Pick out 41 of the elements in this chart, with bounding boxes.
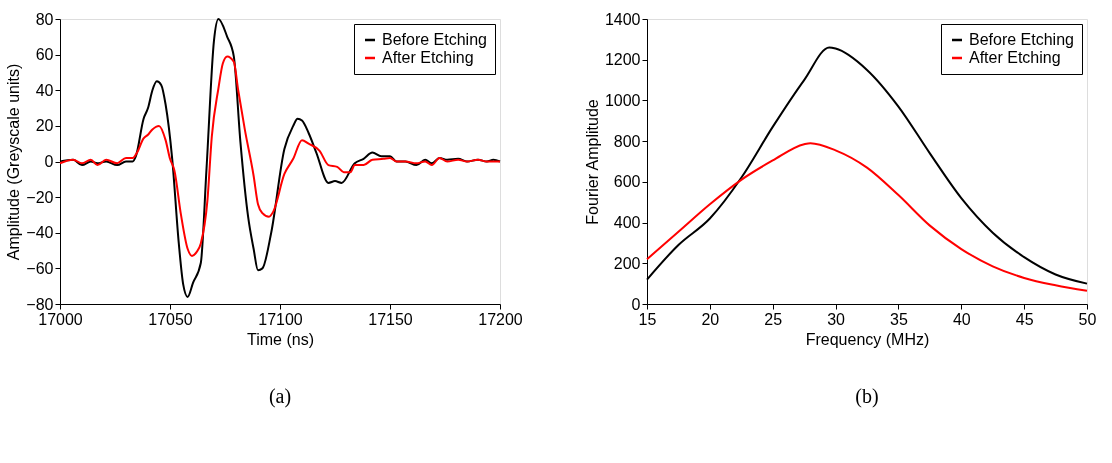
legend-label: After Etching — [382, 49, 474, 66]
y-tick-label: −20 — [26, 188, 54, 206]
x-axis-title: Time (ns) — [247, 330, 314, 348]
x-tick-label: 17150 — [368, 310, 413, 328]
y-tick-label: 800 — [613, 132, 641, 150]
y-tick-label: 200 — [613, 254, 641, 272]
x-axis-title: Frequency (MHz) — [805, 330, 930, 348]
y-tick-label: 80 — [35, 10, 54, 28]
x-tick-label: 17050 — [148, 310, 193, 328]
y-tick-label: 400 — [613, 214, 641, 232]
y-tick-label: 20 — [35, 117, 54, 135]
x-tick-label: 25 — [764, 310, 783, 328]
x-tick-label: 20 — [701, 310, 720, 328]
line-series — [646, 142, 1088, 292]
x-tick-label: 40 — [952, 310, 971, 328]
legend-label: After Etching — [969, 49, 1061, 66]
y-tick-label: −80 — [26, 295, 54, 313]
text: (a) — [268, 385, 292, 408]
y-axis-title: Amplitude (Greyscale units) — [5, 63, 23, 261]
y-tick-label: 0 — [631, 295, 641, 313]
x-tick-label: 15 — [638, 310, 657, 328]
x-tick-label: 17000 — [38, 310, 83, 328]
x-tick-label: 50 — [1078, 310, 1097, 328]
y-tick-label: 0 — [44, 153, 54, 170]
y-tick-label: 1200 — [604, 51, 641, 69]
y-tick-label: 1400 — [604, 10, 641, 28]
y-tick-label: −60 — [26, 259, 54, 277]
y-tick-label: 1000 — [604, 91, 641, 109]
y-axis-title: Fourier Amplitude — [583, 99, 601, 225]
x-tick-label: 17100 — [258, 310, 303, 328]
legend-label: Before Etching — [969, 31, 1074, 48]
y-tick-label: 40 — [35, 81, 54, 99]
y-tick-label: 60 — [35, 46, 54, 64]
x-tick-label: 17200 — [478, 310, 523, 328]
text: (b) — [855, 385, 879, 408]
x-tick-label: 35 — [890, 310, 908, 328]
legend-label: Before Etching — [382, 31, 487, 48]
y-tick-label: −40 — [26, 224, 54, 242]
y-tick-label: 600 — [613, 173, 641, 191]
x-tick-label: 45 — [1015, 310, 1034, 328]
x-tick-label: 30 — [827, 310, 846, 328]
